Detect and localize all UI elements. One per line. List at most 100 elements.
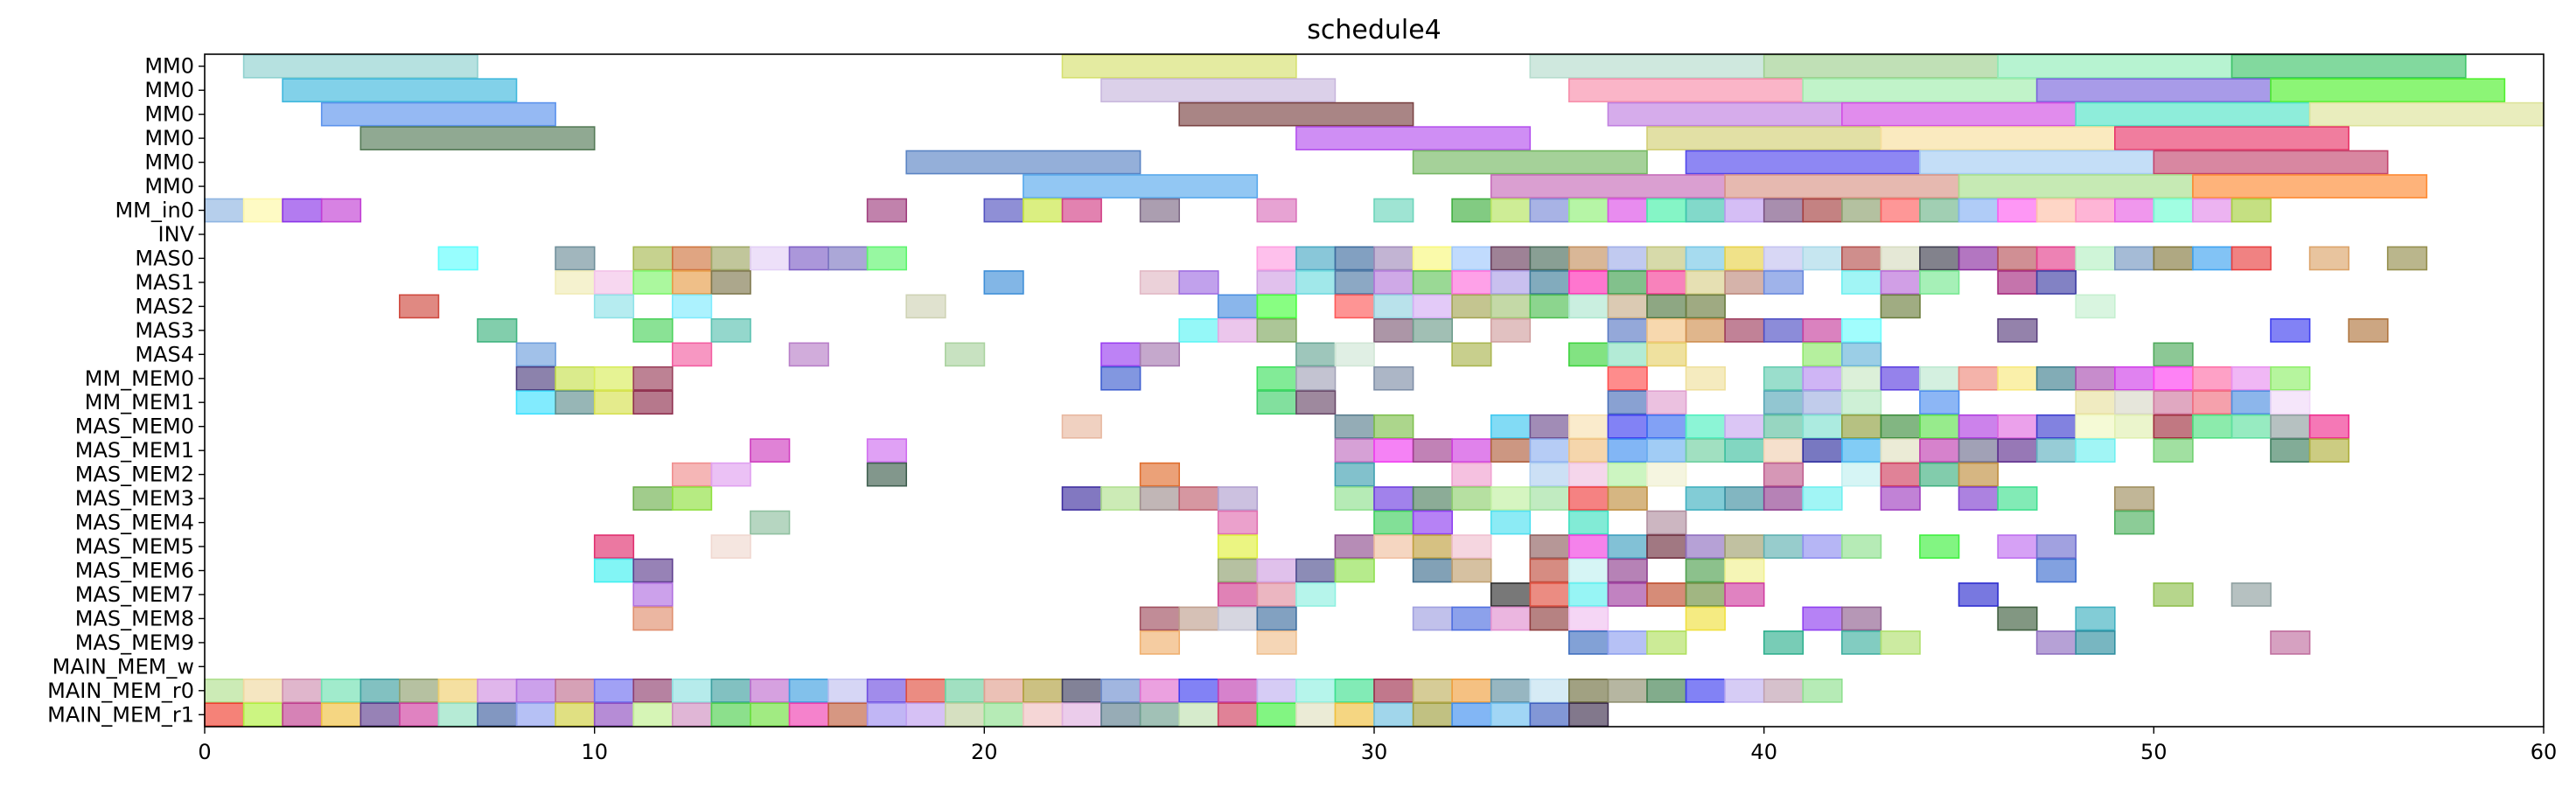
task-bar — [905, 702, 946, 728]
task-bar — [1724, 174, 1960, 198]
task-bar — [2114, 414, 2155, 439]
task-bar — [1529, 53, 1765, 79]
task-bar — [1529, 462, 1570, 487]
task-bar — [1607, 294, 1648, 319]
task-bar — [983, 198, 1024, 223]
task-bar — [204, 702, 245, 728]
task-bar — [632, 390, 674, 415]
task-bar — [2192, 198, 2233, 223]
task-bar — [710, 702, 751, 728]
task-bar — [1100, 702, 1141, 728]
task-bar — [1178, 317, 1219, 343]
task-bar — [671, 294, 713, 319]
task-bar — [1334, 246, 1375, 271]
task-bar — [1607, 486, 1648, 511]
y-tick-label: MAS3 — [135, 318, 194, 343]
task-bar — [1061, 198, 1102, 223]
task-bar — [2075, 438, 2116, 463]
task-bar — [1490, 582, 1532, 607]
task-bar — [2075, 414, 2116, 439]
task-bar — [1568, 486, 1609, 511]
task-bar — [1490, 198, 1532, 223]
task-bar — [2308, 246, 2350, 271]
task-bar — [1529, 534, 1570, 559]
task-bar — [1217, 702, 1259, 728]
task-bar — [1997, 366, 2038, 391]
task-bar — [1685, 150, 1921, 175]
task-bar — [671, 246, 713, 271]
task-bar — [2270, 366, 2311, 391]
task-bar — [1568, 702, 1609, 728]
task-bar — [1529, 702, 1570, 728]
task-bar — [1880, 414, 1921, 439]
task-bar — [1646, 198, 1687, 223]
task-bar — [1217, 678, 1259, 703]
task-bar — [2230, 198, 2272, 223]
task-bar — [1256, 630, 1297, 655]
task-bar — [1412, 702, 1453, 728]
task-bar — [282, 198, 323, 223]
task-bar — [2114, 486, 2155, 511]
task-bar — [1646, 582, 1687, 607]
task-bar — [1529, 414, 1570, 439]
task-bar — [1802, 317, 1843, 343]
task-bar — [1568, 678, 1609, 703]
task-bar — [2035, 270, 2077, 295]
task-bar — [1763, 534, 1805, 559]
task-bar — [1568, 558, 1609, 583]
task-bar — [1646, 438, 1687, 463]
task-bar — [1568, 582, 1609, 607]
task-bar — [1763, 462, 1805, 487]
task-bar — [1023, 678, 1064, 703]
task-bar — [1334, 438, 1375, 463]
y-tick-label: INV — [158, 222, 195, 247]
task-bar — [1724, 534, 1765, 559]
task-bar — [1451, 534, 1492, 559]
task-bar — [1373, 438, 1414, 463]
task-bar — [1607, 317, 1648, 343]
task-bar — [1646, 126, 1882, 151]
task-bar — [1880, 294, 1921, 319]
task-bar — [1295, 702, 1337, 728]
task-bar — [1763, 270, 1805, 295]
x-tick-label: 30 — [1361, 740, 1388, 764]
task-bar — [1646, 294, 1687, 319]
task-bar — [1256, 558, 1297, 583]
task-bar — [1373, 198, 1414, 223]
task-bar — [1841, 438, 1882, 463]
task-bar — [1451, 678, 1492, 703]
task-bar — [2192, 174, 2428, 198]
x-tick-label: 50 — [2140, 740, 2168, 764]
y-tick-label: MM0 — [144, 54, 194, 79]
task-bar — [710, 246, 751, 271]
task-bar — [827, 246, 869, 271]
task-bar — [555, 246, 596, 271]
task-bar — [1841, 414, 1882, 439]
task-bar — [1724, 246, 1765, 271]
task-bar — [1295, 342, 1337, 367]
task-bar — [1568, 270, 1609, 295]
task-bar — [1217, 582, 1259, 607]
task-bar — [1685, 246, 1726, 271]
task-bar — [1023, 174, 1259, 198]
task-bar — [1763, 438, 1805, 463]
task-bar — [710, 270, 751, 295]
task-bar — [1334, 558, 1375, 583]
task-bar — [1295, 246, 1337, 271]
task-bar — [2192, 246, 2233, 271]
task-bar — [1451, 246, 1492, 271]
task-bar — [1958, 198, 1999, 223]
task-bar — [866, 462, 907, 487]
task-bar — [1178, 606, 1219, 631]
x-tick-label: 10 — [581, 740, 608, 764]
task-bar — [242, 678, 284, 703]
task-bar — [1685, 198, 1726, 223]
task-bar — [1490, 174, 1726, 198]
y-tick-label: MAS_MEM7 — [75, 582, 194, 607]
task-bar — [671, 486, 713, 511]
task-bar — [1373, 414, 1414, 439]
task-bar — [1841, 246, 1882, 271]
task-bar — [1334, 414, 1375, 439]
task-bar — [1646, 678, 1687, 703]
task-bar — [1802, 246, 1843, 271]
